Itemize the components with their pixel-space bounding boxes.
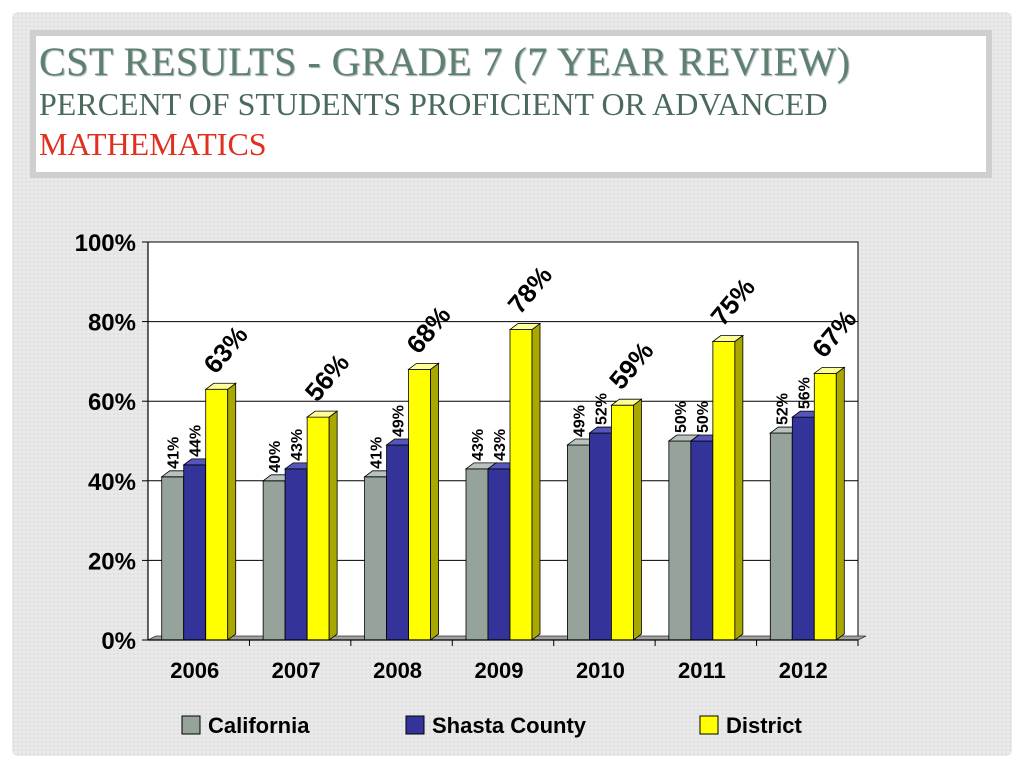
legend-item-district: District (699, 713, 802, 738)
bars (160, 322, 846, 641)
bar-top (711, 335, 745, 342)
slide-subject: MATHEMATICS (39, 126, 267, 162)
bar-front (769, 432, 793, 641)
bar-front (813, 372, 837, 641)
bar-top (508, 323, 542, 330)
bar-top (813, 366, 846, 374)
legend-label: Shasta County (432, 713, 587, 738)
bar-district-2012 (813, 366, 846, 641)
bar-side (835, 366, 845, 641)
data-label-california: 49% (571, 405, 588, 437)
bar-front (183, 464, 207, 641)
bar-front (611, 404, 634, 641)
legend: California Shasta County District (181, 713, 802, 738)
bar-front (161, 476, 185, 641)
legend-swatch (699, 715, 719, 735)
data-label-shasta: 49% (391, 405, 408, 437)
bar-district-2006 (204, 382, 237, 641)
bar-side (734, 334, 744, 641)
legend-item-california: California (181, 713, 310, 738)
legend-label: District (726, 713, 802, 738)
bar-side (328, 410, 338, 641)
bar-front (284, 468, 308, 641)
x-tick-label: 2012 (779, 658, 828, 683)
x-tick-label: 2007 (272, 658, 321, 683)
bar-front (408, 368, 431, 641)
legend-swatch (405, 715, 425, 735)
axes: 0% 20% 40% 60% 80% 100% 2006 2007 2008 2009 2010 20… (75, 230, 859, 683)
bar-front (509, 329, 533, 641)
y-tick-label: 100% (75, 230, 136, 257)
data-label-shasta: 52% (593, 393, 610, 425)
data-label-shasta: 43% (289, 429, 306, 461)
x-tick-label: 2011 (678, 658, 726, 683)
bar-district-2011 (711, 334, 745, 641)
slide-title: CST RESULTS - GRADE 7 (7 YEAR REVIEW) (39, 39, 851, 84)
bar-side (531, 322, 541, 641)
bar-top (305, 410, 339, 418)
bar-top (204, 382, 237, 390)
bar-front (589, 432, 612, 641)
bar-side (633, 398, 642, 641)
y-tick-label: 80% (88, 310, 136, 337)
bar-front (791, 416, 815, 641)
legend-swatch (181, 715, 201, 735)
bar-front (487, 468, 511, 641)
y-tick-label: 0% (101, 628, 136, 655)
bar-side (430, 362, 439, 641)
x-tick-label: 2010 (576, 658, 625, 683)
data-label-california: 40% (267, 441, 284, 473)
bar-district-2007 (305, 410, 339, 641)
legend-item-shasta-county: Shasta County (405, 713, 587, 738)
title-box: CST RESULTS - GRADE 7 (7 YEAR REVIEW) PE… (30, 30, 992, 178)
title-inner: CST RESULTS - GRADE 7 (7 YEAR REVIEW) PE… (36, 36, 986, 172)
bar-top (407, 362, 440, 370)
bar-front (205, 388, 229, 641)
bar-front (712, 341, 736, 641)
bar-top (610, 398, 643, 406)
bar-front (306, 416, 330, 641)
bar-front (364, 476, 387, 641)
bar-district-2010 (610, 398, 643, 641)
x-tick-label: 2008 (373, 658, 422, 683)
bar-district-2009 (508, 322, 542, 641)
x-tick-label: 2009 (475, 658, 524, 683)
data-label-california: 41% (369, 437, 386, 469)
bar-front (262, 480, 286, 641)
data-label-california: 50% (673, 401, 690, 433)
data-label-shasta: 50% (695, 401, 712, 433)
bar-front (465, 468, 489, 641)
data-label-california: 52% (774, 393, 791, 425)
bar-front (690, 440, 714, 641)
bar-district-2008 (407, 362, 440, 641)
bar-front (386, 444, 409, 641)
y-tick-label: 40% (88, 469, 136, 496)
data-label-california: 43% (470, 429, 487, 461)
data-label-shasta: 44% (188, 425, 205, 457)
bar-front (668, 440, 692, 641)
bar-front (567, 444, 590, 641)
y-tick-label: 60% (88, 389, 136, 416)
y-tick-label: 20% (88, 548, 136, 575)
bar-side (227, 382, 237, 641)
data-label-california: 41% (166, 437, 183, 469)
legend-label: California (208, 713, 310, 738)
data-label-shasta: 56% (796, 377, 813, 409)
data-label-shasta: 43% (492, 429, 509, 461)
x-tick-label: 2006 (170, 658, 219, 683)
slide-subtitle: PERCENT OF STUDENTS PROFICIENT OR ADVANC… (39, 86, 828, 122)
